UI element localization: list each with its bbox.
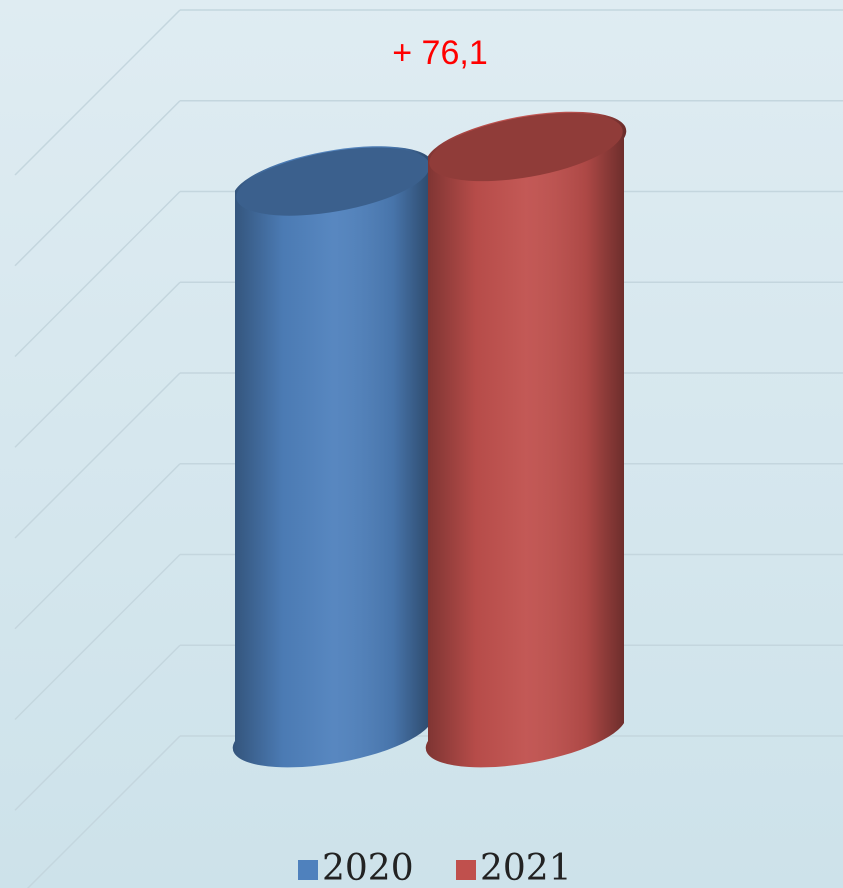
grid-line-floor bbox=[14, 372, 181, 539]
grid-line-floor bbox=[14, 190, 181, 358]
grid-line-floor bbox=[14, 463, 181, 630]
bar-top-shade bbox=[236, 147, 430, 216]
bar-top bbox=[429, 112, 623, 182]
bar-top bbox=[236, 147, 430, 216]
annotation: + 76,1 bbox=[392, 34, 487, 72]
grid-line-floor bbox=[26, 735, 181, 888]
legend-label: 2021 bbox=[480, 848, 572, 888]
grid-line-floor bbox=[14, 644, 181, 811]
legend-label: 2020 bbox=[322, 848, 414, 888]
bar-top-shade bbox=[429, 112, 623, 182]
grid-line-floor bbox=[14, 553, 181, 721]
grid-line-floor bbox=[14, 9, 181, 176]
legend-swatch bbox=[298, 860, 318, 880]
grid-line-floor bbox=[14, 281, 181, 448]
bar-shade bbox=[232, 146, 434, 768]
bar-shade bbox=[425, 111, 627, 768]
legend-swatch bbox=[456, 860, 476, 880]
grid-line-floor bbox=[14, 100, 181, 267]
